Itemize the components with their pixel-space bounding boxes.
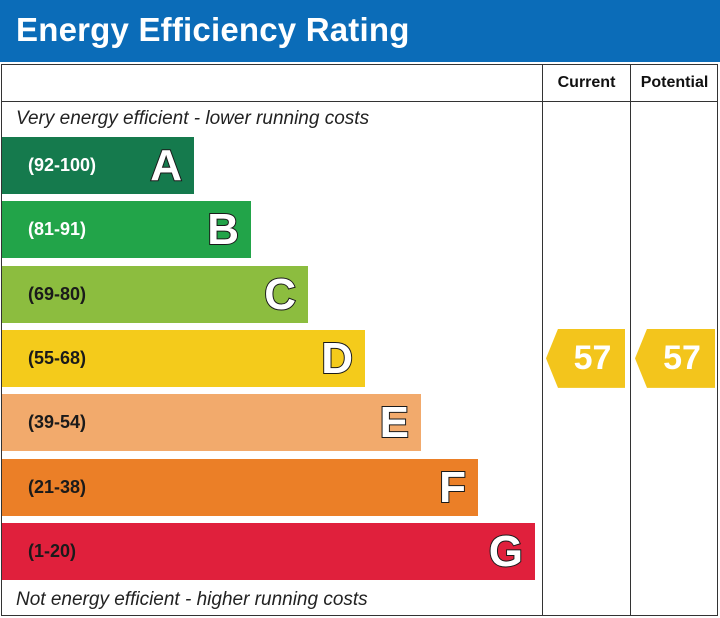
rating-band-f: (21-38) F xyxy=(2,458,478,516)
band-range-label: (21-38) xyxy=(28,476,87,497)
current-rating-value: 57 xyxy=(573,338,612,377)
top-note: Very energy efficient - lower running co… xyxy=(16,108,370,129)
header-bar: Energy Efficiency Rating xyxy=(0,0,720,62)
rating-table xyxy=(1,64,718,616)
band-range-label: (92-100) xyxy=(28,155,97,175)
rating-band-b: (81-91) B xyxy=(2,201,251,259)
bottom-note: Not energy efficient - higher running co… xyxy=(16,589,368,610)
band-range-label: (69-80) xyxy=(28,283,87,304)
page-title: Energy Efficiency Rating xyxy=(16,11,410,48)
potential-rating-arrow: 57 xyxy=(635,328,715,388)
rating-band-c: (69-80) C xyxy=(2,265,308,323)
column-divider-current xyxy=(542,64,543,616)
rating-band-d: (55-68) D xyxy=(2,329,365,387)
band-letter: F xyxy=(438,462,467,513)
potential-rating-value: 57 xyxy=(663,338,701,377)
band-range-label: (55-68) xyxy=(28,347,87,368)
header-row-divider xyxy=(1,101,718,102)
band-letter: C xyxy=(263,269,297,320)
column-header-potential: Potential xyxy=(640,74,709,91)
band-letter: G xyxy=(488,526,524,577)
band-letter: E xyxy=(379,397,410,448)
band-range-label: (39-54) xyxy=(28,412,87,433)
rating-band-g: (1-20) G xyxy=(2,522,535,580)
band-range-label: (1-20) xyxy=(28,540,77,561)
rating-band-e: (39-54) E xyxy=(2,394,421,452)
band-range-label: (81-91) xyxy=(28,219,87,240)
rating-band-a: (92-100) A xyxy=(2,137,194,194)
band-letter: A xyxy=(149,140,183,191)
column-header-current: Current xyxy=(557,74,616,91)
column-divider-potential xyxy=(630,64,631,616)
band-letter: B xyxy=(206,204,240,255)
current-rating-arrow: 57 xyxy=(546,328,625,388)
band-letter: D xyxy=(320,333,354,384)
